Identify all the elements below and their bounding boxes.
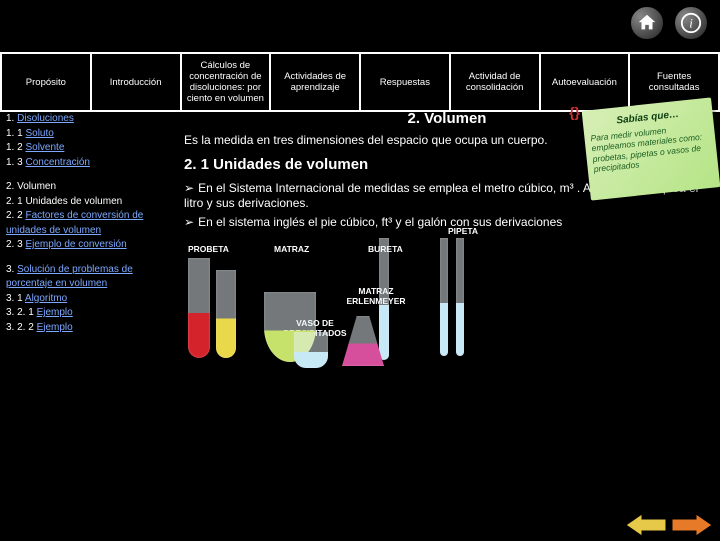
sidebar-link[interactable]: Algoritmo	[25, 293, 67, 304]
sidebar-prefix: 1. 2	[6, 142, 25, 153]
sidebar: 1. Disoluciones 1. 1 Soluto1. 2 Solvente1…	[0, 104, 150, 512]
tab-calculos[interactable]: Cálculos de concentración de disolucione…	[182, 52, 272, 112]
arrow-right-icon	[672, 514, 712, 536]
sidebar-link[interactable]: Solución de problemas de porcentaje en v…	[6, 264, 133, 290]
label-pipeta: PIPETA	[448, 226, 478, 236]
sidebar-prefix: 1.	[6, 113, 17, 124]
tab-autoevaluacion[interactable]: Autoevaluación	[541, 52, 631, 112]
sidebar-prefix: 3. 2. 2	[6, 322, 37, 333]
info-button[interactable]: i	[672, 4, 710, 42]
sidebar-prefix: 2. 3	[6, 239, 25, 250]
tab-respuestas[interactable]: Respuestas	[361, 52, 451, 112]
main-area: 1. Disoluciones 1. 1 Soluto1. 2 Solvente1…	[0, 104, 720, 512]
sidebar-text: 2. 1 Unidades de volumen	[6, 196, 122, 207]
sidebar-text: 2. Volumen	[6, 181, 56, 192]
glassware-probeta-red	[188, 258, 210, 358]
sidebar-section: 2. Volumen 2. 1 Unidades de volumen 2. 2…	[6, 180, 144, 253]
tab-actividades[interactable]: Actividades de aprendizaje	[271, 52, 361, 112]
sidebar-section: 1. Disoluciones 1. 1 Soluto1. 2 Solvente1…	[6, 112, 144, 170]
tab-consolidacion[interactable]: Actividad de consolidación	[451, 52, 541, 112]
sidebar-prefix: 1. 1	[6, 128, 25, 139]
sidebar-link[interactable]: Ejemplo	[37, 322, 73, 333]
sidebar-link[interactable]: Ejemplo de conversión	[25, 239, 126, 250]
content: {} 2. Volumen Es la medida en tres dimen…	[150, 104, 720, 512]
glassware-pipeta1	[440, 238, 448, 356]
prev-button[interactable]	[626, 514, 666, 536]
sidebar-link[interactable]: Disoluciones	[17, 113, 74, 124]
sidebar-link[interactable]: Factores de conversión de unidades de vo…	[6, 210, 143, 236]
sidebar-link[interactable]: Soluto	[25, 128, 53, 139]
top-icon-bar: i	[628, 4, 710, 42]
home-button[interactable]	[628, 4, 666, 42]
arrow-left-icon	[626, 514, 666, 536]
bullet-2: En el sistema inglés el pie cúbico, ft³ …	[184, 215, 710, 230]
sidebar-prefix: 3. 1	[6, 293, 25, 304]
sidebar-prefix: 3. 2. 1	[6, 307, 37, 318]
nav-arrows	[626, 514, 712, 536]
sidebar-section: 3. Solución de problemas de porcentaje e…	[6, 263, 144, 336]
sidebar-link[interactable]: Ejemplo	[37, 307, 73, 318]
next-button[interactable]	[672, 514, 712, 536]
glassware-vaso	[294, 332, 328, 368]
note-body: Para medir volumen empleamos materiales …	[590, 125, 703, 175]
sticky-note: Sabías que… Para medir volumen empleamos…	[582, 97, 720, 200]
info-icon: i	[680, 12, 702, 34]
sidebar-link[interactable]: Solvente	[25, 142, 64, 153]
tab-introduccion[interactable]: Introducción	[92, 52, 182, 112]
sidebar-link[interactable]: Concentración	[25, 157, 89, 168]
label-erlen: MATRAZ ERLENMEYER	[340, 286, 412, 306]
tab-proposito[interactable]: Propósito	[0, 52, 92, 112]
sidebar-prefix: 3.	[6, 264, 17, 275]
label-probeta: PROBETA	[188, 244, 229, 254]
glassware-bureta	[379, 238, 389, 360]
glassware-pipeta2	[456, 238, 464, 356]
sidebar-prefix: 1. 3	[6, 157, 25, 168]
svg-text:i: i	[689, 17, 693, 31]
glassware-probeta-yel	[216, 270, 236, 358]
sidebar-prefix: 2. 2	[6, 210, 25, 221]
tab-bar: Propósito Introducción Cálculos de conce…	[0, 52, 720, 112]
label-matraz: MATRAZ	[274, 244, 309, 254]
page-indicator: {}	[569, 104, 580, 120]
lab-illustration: PROBETA MATRAZ BURETA PIPETA MATRAZ ERLE…	[184, 238, 710, 438]
home-icon	[636, 12, 658, 34]
